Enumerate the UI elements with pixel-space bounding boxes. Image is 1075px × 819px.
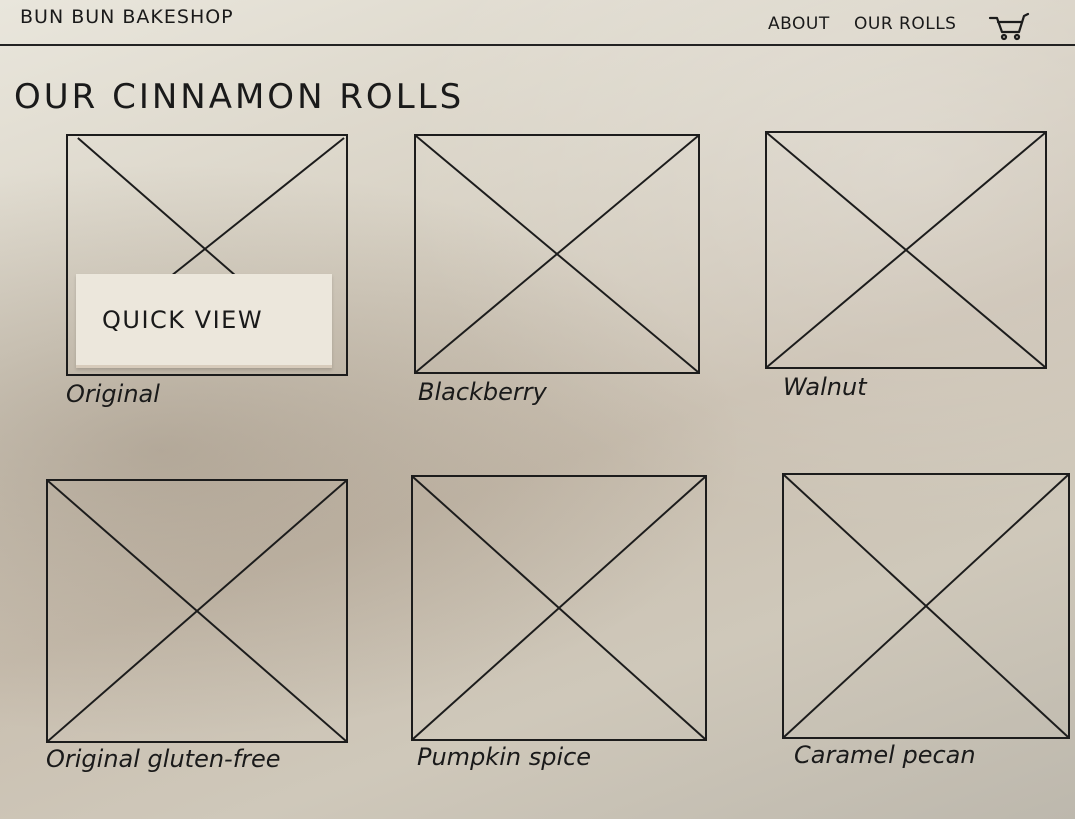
quick-view-button[interactable]: QUICK VIEW [76, 274, 332, 368]
image-placeholder-icon[interactable] [782, 473, 1070, 739]
image-placeholder-icon[interactable] [765, 131, 1047, 369]
top-navigation-bar: BUN BUN BAKESHOP ABOUT OUR ROLLS [0, 0, 1075, 46]
image-placeholder-icon[interactable] [414, 134, 700, 374]
product-name[interactable]: Original gluten-free [46, 745, 281, 773]
brand-logo[interactable]: BUN BUN BAKESHOP [20, 6, 234, 28]
image-placeholder-icon[interactable] [411, 475, 707, 741]
nav-link-about[interactable]: ABOUT [768, 14, 830, 34]
product-name[interactable]: Blackberry [418, 378, 547, 406]
image-placeholder-icon[interactable] [66, 134, 348, 376]
product-name[interactable]: Walnut [783, 373, 867, 401]
header-divider [0, 44, 1075, 46]
product-name[interactable]: Original [66, 380, 160, 408]
cart-icon[interactable] [988, 10, 1030, 42]
nav-link-our-rolls[interactable]: OUR ROLLS [854, 14, 957, 34]
product-name[interactable]: Caramel pecan [794, 741, 976, 769]
product-name[interactable]: Pumpkin spice [417, 743, 592, 771]
page-title: OUR CINNAMON ROLLS [14, 76, 465, 117]
image-placeholder-icon[interactable] [46, 479, 348, 743]
